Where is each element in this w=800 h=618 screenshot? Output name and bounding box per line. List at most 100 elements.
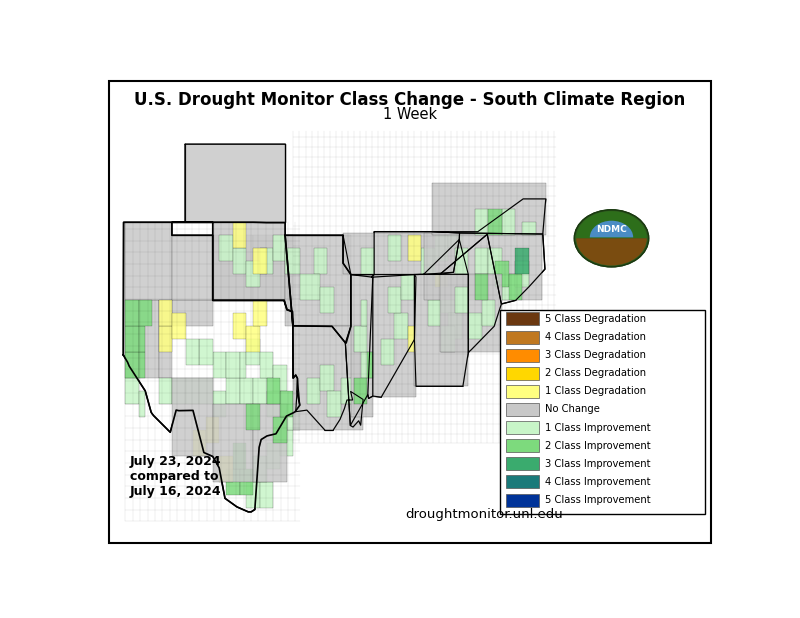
Bar	[506, 403, 539, 416]
Text: 4 Class Improvement: 4 Class Improvement	[545, 477, 650, 487]
Bar	[506, 366, 539, 380]
Bar	[253, 378, 266, 404]
Text: 1 Class Improvement: 1 Class Improvement	[545, 423, 650, 433]
Bar	[159, 378, 172, 404]
Bar	[213, 404, 253, 483]
Bar	[401, 274, 414, 300]
Bar	[367, 352, 373, 378]
Bar	[515, 248, 529, 274]
Polygon shape	[424, 233, 545, 304]
Bar	[233, 248, 246, 274]
Bar	[320, 287, 334, 313]
Bar	[246, 339, 260, 365]
Bar	[219, 235, 233, 261]
Bar	[138, 300, 152, 326]
Bar	[440, 274, 502, 352]
Bar	[354, 326, 367, 352]
Bar	[226, 352, 240, 378]
Polygon shape	[285, 235, 351, 343]
Bar	[219, 457, 233, 483]
Polygon shape	[172, 222, 293, 326]
Bar	[294, 326, 363, 430]
Bar	[233, 444, 246, 470]
Bar	[186, 339, 199, 365]
Bar	[361, 352, 374, 378]
Bar	[506, 421, 539, 434]
Text: 1 Class Degradation: 1 Class Degradation	[545, 386, 646, 396]
Bar	[506, 457, 539, 470]
Bar	[475, 274, 489, 300]
Bar	[213, 391, 226, 417]
Bar	[253, 404, 286, 483]
Bar	[280, 391, 294, 417]
Bar	[502, 210, 515, 235]
Bar	[246, 326, 260, 352]
Bar	[280, 430, 294, 457]
Text: No Change: No Change	[545, 405, 599, 415]
Bar	[126, 222, 172, 300]
Bar	[186, 144, 286, 222]
Bar	[468, 313, 482, 339]
Bar	[424, 233, 542, 300]
Bar	[314, 248, 327, 274]
Bar	[126, 326, 138, 352]
Bar	[260, 483, 274, 509]
Bar	[354, 378, 367, 404]
Bar	[126, 300, 159, 378]
Bar	[343, 233, 460, 274]
Text: 3 Class Improvement: 3 Class Improvement	[545, 459, 650, 469]
Bar	[475, 248, 489, 274]
Bar	[434, 274, 448, 287]
Polygon shape	[368, 274, 416, 399]
Text: NDMC: NDMC	[596, 226, 627, 234]
Wedge shape	[590, 221, 634, 237]
Bar	[489, 210, 502, 235]
Polygon shape	[185, 144, 286, 222]
FancyBboxPatch shape	[110, 82, 710, 543]
Polygon shape	[346, 274, 374, 425]
Polygon shape	[432, 199, 546, 234]
Bar	[240, 352, 246, 378]
Polygon shape	[343, 232, 459, 277]
FancyBboxPatch shape	[500, 310, 705, 514]
Bar	[502, 274, 515, 300]
Text: 5 Class Improvement: 5 Class Improvement	[545, 495, 650, 505]
Bar	[172, 378, 186, 404]
Bar	[233, 313, 246, 339]
Bar	[213, 235, 253, 300]
Bar	[506, 331, 539, 344]
Bar	[126, 352, 138, 378]
Polygon shape	[440, 234, 502, 352]
Bar	[253, 457, 266, 483]
Bar	[509, 274, 522, 300]
Bar	[373, 274, 416, 397]
Bar	[489, 248, 502, 274]
Bar	[126, 300, 138, 326]
Bar	[320, 365, 334, 391]
Bar	[428, 300, 442, 326]
Bar	[455, 287, 468, 313]
Bar	[280, 404, 286, 417]
Bar	[422, 248, 434, 274]
Bar	[213, 352, 226, 378]
Bar	[253, 248, 266, 274]
Bar	[199, 378, 213, 404]
Bar	[361, 248, 374, 274]
Bar	[455, 248, 468, 274]
Bar	[351, 274, 373, 417]
Bar	[253, 300, 266, 326]
Bar	[266, 378, 280, 404]
Bar	[274, 417, 286, 444]
Bar	[199, 339, 213, 365]
Bar	[506, 313, 539, 326]
Bar	[300, 274, 320, 300]
Bar	[387, 287, 401, 313]
Polygon shape	[123, 222, 300, 512]
Bar	[286, 235, 351, 326]
Bar	[138, 326, 146, 352]
Bar	[522, 222, 535, 235]
Bar	[475, 210, 489, 235]
Bar	[506, 385, 539, 398]
Bar	[442, 287, 455, 313]
Text: 1 Week: 1 Week	[383, 107, 437, 122]
